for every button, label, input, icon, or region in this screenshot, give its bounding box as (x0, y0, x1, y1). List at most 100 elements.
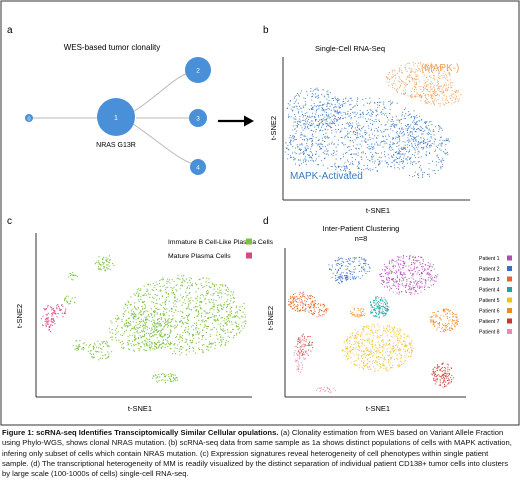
mapk-activated-dot (356, 144, 358, 146)
mapk-activated-dot (408, 111, 410, 113)
patient-5-dot (363, 350, 366, 352)
immature-dot (153, 297, 155, 299)
patient-1-dot (421, 268, 423, 270)
patient-5-dot (392, 364, 394, 366)
patient-5-dot (369, 333, 371, 335)
immature-dot (147, 293, 150, 295)
patient-2-dot (339, 257, 341, 259)
mapk-activated-dot (356, 112, 358, 114)
mapk-activated-dot (329, 121, 331, 123)
mapk-activated-dot (291, 152, 294, 154)
mapk-activated-dot (300, 132, 302, 134)
mapk-activated-dot (390, 121, 392, 123)
immature-dot (155, 281, 157, 283)
immature-dot (122, 342, 124, 345)
patient-5-dot (363, 367, 365, 370)
patient-1-dot (402, 260, 404, 262)
mapk-neg-dot (434, 78, 436, 80)
immature-dot (169, 341, 172, 343)
mapk-activated-dot (402, 160, 404, 162)
mapk-activated-dot (296, 105, 298, 108)
immature-dot (189, 279, 191, 281)
patient-6-dot (430, 321, 432, 323)
patient-6-dot (443, 310, 445, 312)
mapk-activated-dot (324, 111, 326, 113)
patient-3-dot (308, 304, 310, 306)
patient-2-dot (340, 262, 342, 265)
mapk-neg-dot (403, 82, 405, 84)
mapk-activated-dot (325, 132, 327, 134)
immature-dot (173, 293, 175, 295)
immature-dot (186, 286, 189, 288)
immature-dot (92, 353, 94, 355)
immature-dot (83, 342, 86, 344)
patient-1-dot (383, 275, 385, 278)
mapk-activated-dot (408, 126, 410, 128)
immature-dot (206, 328, 208, 330)
patient-1-dot (416, 283, 418, 286)
patient-1-dot (417, 271, 419, 273)
mapk-activated-dot (441, 159, 443, 161)
immature-dot (99, 269, 101, 271)
immature-dot (207, 325, 209, 328)
immature-dot (132, 327, 134, 329)
mapk-activated-dot (403, 146, 405, 148)
mapk-neg-dot (405, 69, 407, 71)
patient-2-dot (366, 270, 368, 272)
patient-2-dot (351, 276, 354, 278)
mapk-activated-dot (349, 171, 351, 173)
mapk-activated-dot (326, 109, 328, 111)
panel-a-letter: a (7, 25, 13, 36)
immature-dot (69, 300, 72, 302)
patient-1-dot (413, 278, 415, 280)
patient-2-dot (347, 266, 349, 268)
mapk-neg-dot (387, 78, 389, 80)
immature-dot (140, 324, 142, 327)
patient-5-dot (375, 360, 377, 362)
immature-dot (182, 323, 185, 325)
mapk-activated-dot (289, 141, 291, 143)
mapk-activated-dot (334, 165, 336, 167)
mapk-activated-dot (373, 121, 375, 123)
mature-dot (54, 312, 56, 314)
mapk-activated-dot (315, 129, 317, 131)
mapk-activated-dot (300, 152, 302, 154)
mapk-neg-dot (448, 87, 450, 89)
immature-dot (184, 302, 186, 304)
immature-dot (152, 325, 154, 327)
immature-dot (137, 332, 139, 334)
mapk-activated-dot (402, 135, 404, 137)
patient-3-dot (296, 307, 298, 309)
patient-5-dot (379, 347, 381, 349)
patient-1-dot (390, 270, 392, 272)
patient-5-dot (375, 346, 377, 348)
mapk-activated-dot (311, 138, 313, 140)
immature-dot (159, 279, 161, 282)
mapk-neg-dot (425, 102, 427, 104)
immature-dot (114, 333, 116, 335)
mapk-activated-dot (382, 135, 384, 137)
immature-dot (64, 297, 66, 299)
mapk-activated-dot (367, 143, 369, 146)
immature-dot (156, 313, 158, 315)
mapk-activated-dot (402, 161, 404, 163)
immature-dot (185, 291, 187, 293)
mapk-neg-dot (416, 92, 418, 94)
patient-3-dot (308, 311, 310, 313)
patient-1-dot (384, 268, 386, 271)
patient-1-dot (398, 263, 400, 265)
patient-5-dot (382, 338, 384, 341)
immature-dot (235, 334, 238, 336)
patient-5-dot (397, 347, 399, 349)
patient-5-dot (390, 352, 392, 354)
immature-dot (104, 269, 106, 271)
immature-dot (207, 325, 210, 328)
immature-dot (122, 313, 124, 315)
immature-dot (129, 323, 131, 325)
immature-dot (140, 310, 142, 312)
mapk-activated-dot (294, 128, 296, 130)
immature-dot (188, 314, 190, 317)
immature-dot (128, 348, 130, 350)
mapk-activated-dot (308, 123, 310, 125)
mapk-neg-dot (441, 91, 443, 93)
